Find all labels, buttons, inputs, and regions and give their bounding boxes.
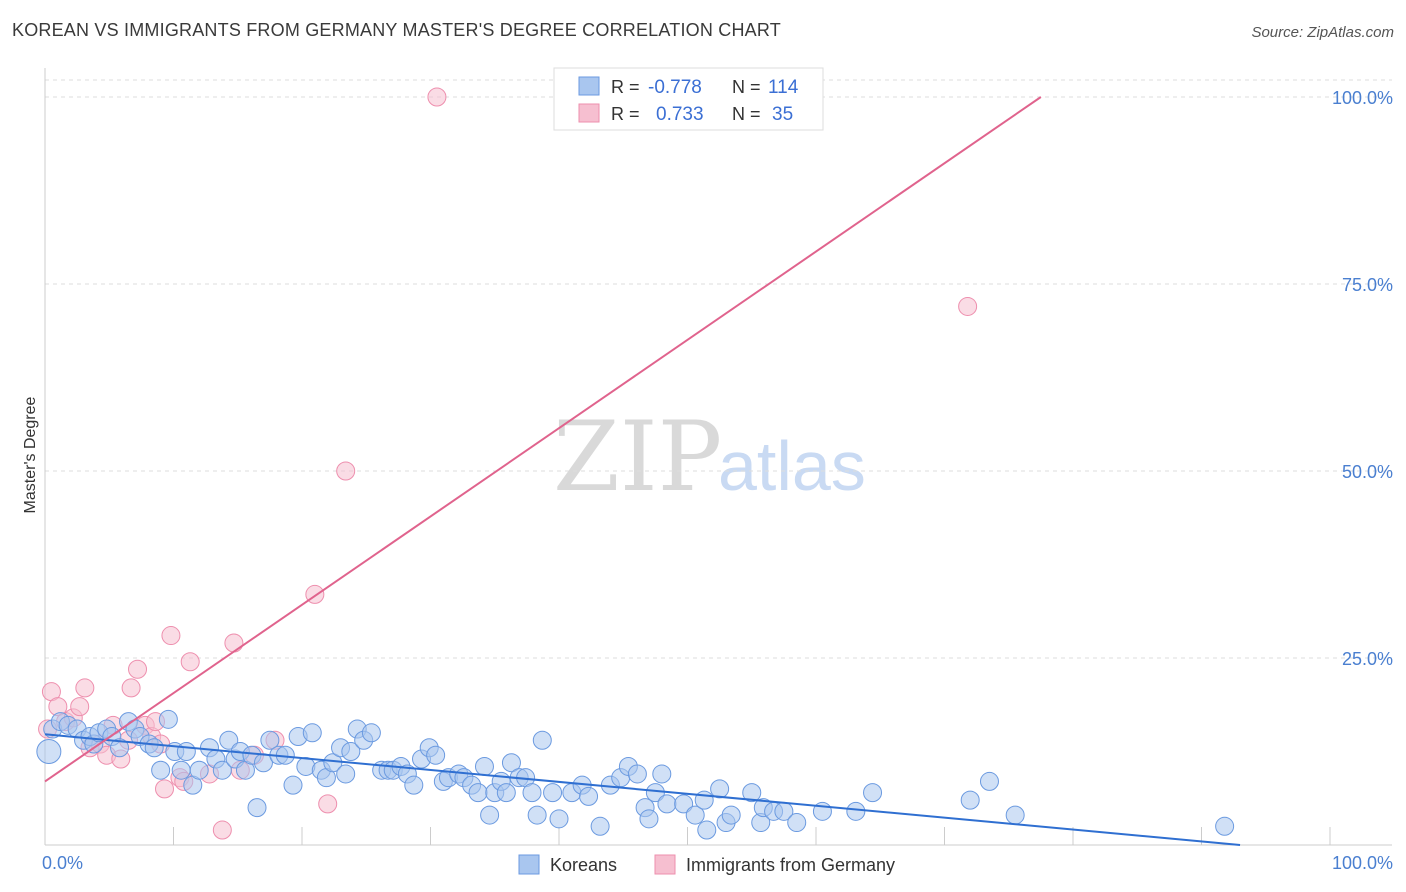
data-point bbox=[501, 753, 521, 773]
data-point bbox=[532, 730, 552, 750]
data-point bbox=[70, 697, 90, 717]
data-point bbox=[846, 801, 866, 821]
data-point bbox=[121, 678, 141, 698]
legend-r-value: 0.733 bbox=[656, 104, 704, 125]
data-point bbox=[710, 779, 730, 799]
data-point bbox=[480, 805, 500, 825]
data-point bbox=[427, 87, 447, 107]
data-point bbox=[657, 794, 677, 814]
data-point bbox=[341, 742, 361, 761]
data-point bbox=[219, 730, 239, 750]
legend-label-immigrants: Immigrants from Germany bbox=[686, 855, 895, 875]
legend-n-label: N = bbox=[732, 104, 761, 124]
legend-n-value: 114 bbox=[768, 77, 799, 98]
watermark: ZIP atlas bbox=[553, 401, 866, 513]
data-point bbox=[697, 820, 717, 840]
data-point bbox=[158, 709, 178, 729]
legend-r-label: R = bbox=[611, 77, 640, 97]
data-point bbox=[189, 760, 209, 780]
data-point bbox=[674, 794, 694, 814]
data-point bbox=[652, 764, 672, 784]
data-point bbox=[75, 678, 95, 698]
data-point bbox=[863, 783, 883, 803]
legend-swatch-koreans bbox=[518, 854, 540, 875]
tick-labels: 25.0% 50.0% 75.0% 100.0% 0.0% 100.0% bbox=[42, 88, 1393, 873]
legend-n-label: N = bbox=[732, 77, 761, 97]
trend-line bbox=[44, 96, 1042, 783]
legend-swatch-immigrants bbox=[654, 854, 676, 875]
data-point bbox=[468, 783, 488, 803]
data-point bbox=[960, 790, 980, 810]
data-point bbox=[627, 764, 647, 784]
data-point bbox=[336, 461, 356, 481]
data-point bbox=[958, 296, 978, 316]
data-point bbox=[176, 742, 196, 761]
data-point bbox=[212, 820, 232, 840]
data-point bbox=[36, 739, 62, 764]
y-tick-label: 50.0% bbox=[1342, 462, 1393, 482]
data-point bbox=[212, 760, 232, 780]
data-point bbox=[543, 783, 563, 803]
legend-swatch-pink bbox=[578, 103, 600, 123]
data-point bbox=[318, 794, 338, 814]
data-point bbox=[787, 813, 807, 833]
data-point bbox=[302, 723, 322, 743]
data-point bbox=[361, 723, 381, 743]
trend-line bbox=[44, 733, 1241, 846]
correlation-legend: R = -0.778 N = 114 R = 0.733 N = 35 bbox=[553, 67, 824, 131]
series-koreans-points bbox=[36, 709, 1235, 840]
legend-r-value: -0.778 bbox=[648, 77, 702, 98]
data-point bbox=[247, 798, 267, 818]
data-point bbox=[496, 783, 516, 803]
data-point bbox=[590, 816, 610, 836]
data-point bbox=[283, 775, 303, 795]
data-point bbox=[474, 756, 494, 776]
data-point bbox=[171, 760, 191, 780]
data-point bbox=[1005, 805, 1025, 825]
data-point bbox=[110, 738, 130, 758]
data-point bbox=[742, 783, 762, 803]
data-point bbox=[639, 809, 659, 829]
data-point bbox=[151, 760, 171, 780]
legend-label-koreans: Koreans bbox=[550, 855, 617, 875]
y-tick-label: 25.0% bbox=[1342, 649, 1393, 669]
legend-r-label: R = bbox=[611, 104, 640, 124]
data-point bbox=[721, 805, 741, 825]
watermark-atlas: atlas bbox=[718, 427, 866, 505]
data-point bbox=[144, 738, 164, 758]
axes bbox=[44, 68, 1392, 846]
data-point bbox=[155, 779, 175, 799]
data-point bbox=[161, 626, 181, 646]
y-tick-label: 100.0% bbox=[1332, 88, 1393, 108]
gridlines bbox=[45, 79, 1392, 659]
data-point bbox=[685, 805, 705, 825]
chart-title: KOREAN VS IMMIGRANTS FROM GERMANY MASTER… bbox=[12, 20, 781, 40]
data-point bbox=[180, 652, 200, 672]
y-tick-label: 75.0% bbox=[1342, 275, 1393, 295]
data-point bbox=[426, 745, 446, 765]
data-point bbox=[579, 786, 599, 806]
data-point bbox=[336, 764, 356, 784]
data-point bbox=[404, 775, 424, 795]
y-axis-label: Master's Degree bbox=[22, 396, 39, 513]
x-tick-label: 100.0% bbox=[1332, 853, 1393, 873]
source-credit: Source: ZipAtlas.com bbox=[1251, 24, 1394, 41]
data-point bbox=[979, 771, 999, 791]
data-point bbox=[522, 783, 542, 803]
data-point bbox=[128, 659, 148, 679]
data-point bbox=[527, 805, 547, 825]
watermark-zip: ZIP bbox=[553, 401, 722, 513]
series-legend: Koreans Immigrants from Germany bbox=[518, 854, 895, 875]
data-point bbox=[260, 730, 280, 750]
x-tick-label: 0.0% bbox=[42, 853, 83, 873]
data-point bbox=[549, 809, 569, 829]
trend-lines bbox=[44, 96, 1241, 846]
data-point bbox=[224, 633, 244, 653]
legend-n-value: 35 bbox=[772, 104, 793, 125]
data-point bbox=[1215, 816, 1235, 836]
legend-swatch-blue bbox=[578, 76, 600, 96]
